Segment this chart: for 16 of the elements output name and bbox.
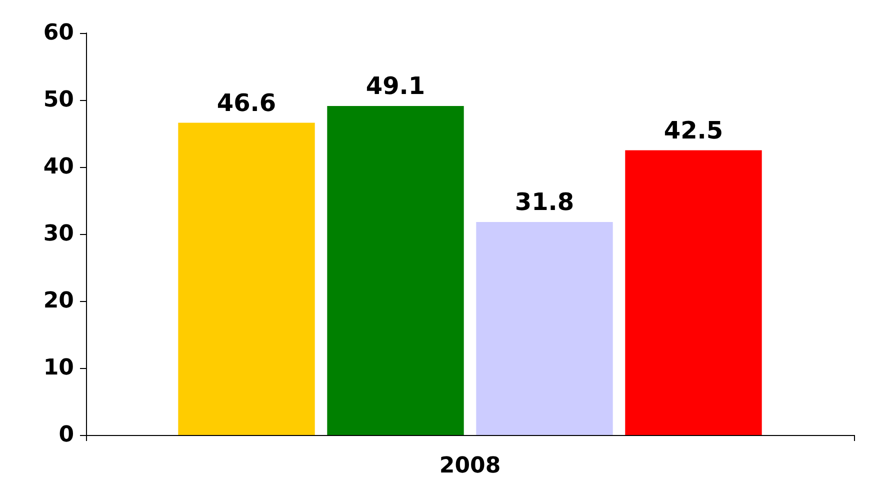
y-tick-label: 0 [58, 422, 74, 448]
y-tick-label: 30 [43, 222, 74, 246]
bar [476, 222, 613, 435]
y-tick-label: 20 [43, 288, 74, 314]
bar [327, 106, 464, 435]
y-tick-label: 10 [43, 356, 74, 380]
y-tick-label: 40 [43, 154, 74, 180]
data-label: 31.8 [514, 188, 574, 216]
x-tick-label: 2008 [439, 454, 501, 478]
data-label: 49.1 [366, 72, 426, 100]
bar [625, 150, 762, 435]
data-label: 42.5 [664, 116, 724, 144]
bar [178, 122, 315, 435]
y-tick-label: 60 [43, 20, 74, 46]
y-tick-label: 50 [43, 88, 74, 112]
data-label: 46.6 [216, 88, 276, 117]
